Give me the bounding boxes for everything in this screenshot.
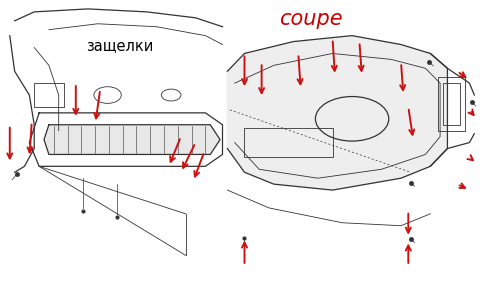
Text: coupe: coupe: [278, 9, 342, 29]
Polygon shape: [227, 36, 447, 190]
Text: защелки: защелки: [85, 39, 153, 53]
Polygon shape: [44, 125, 220, 154]
